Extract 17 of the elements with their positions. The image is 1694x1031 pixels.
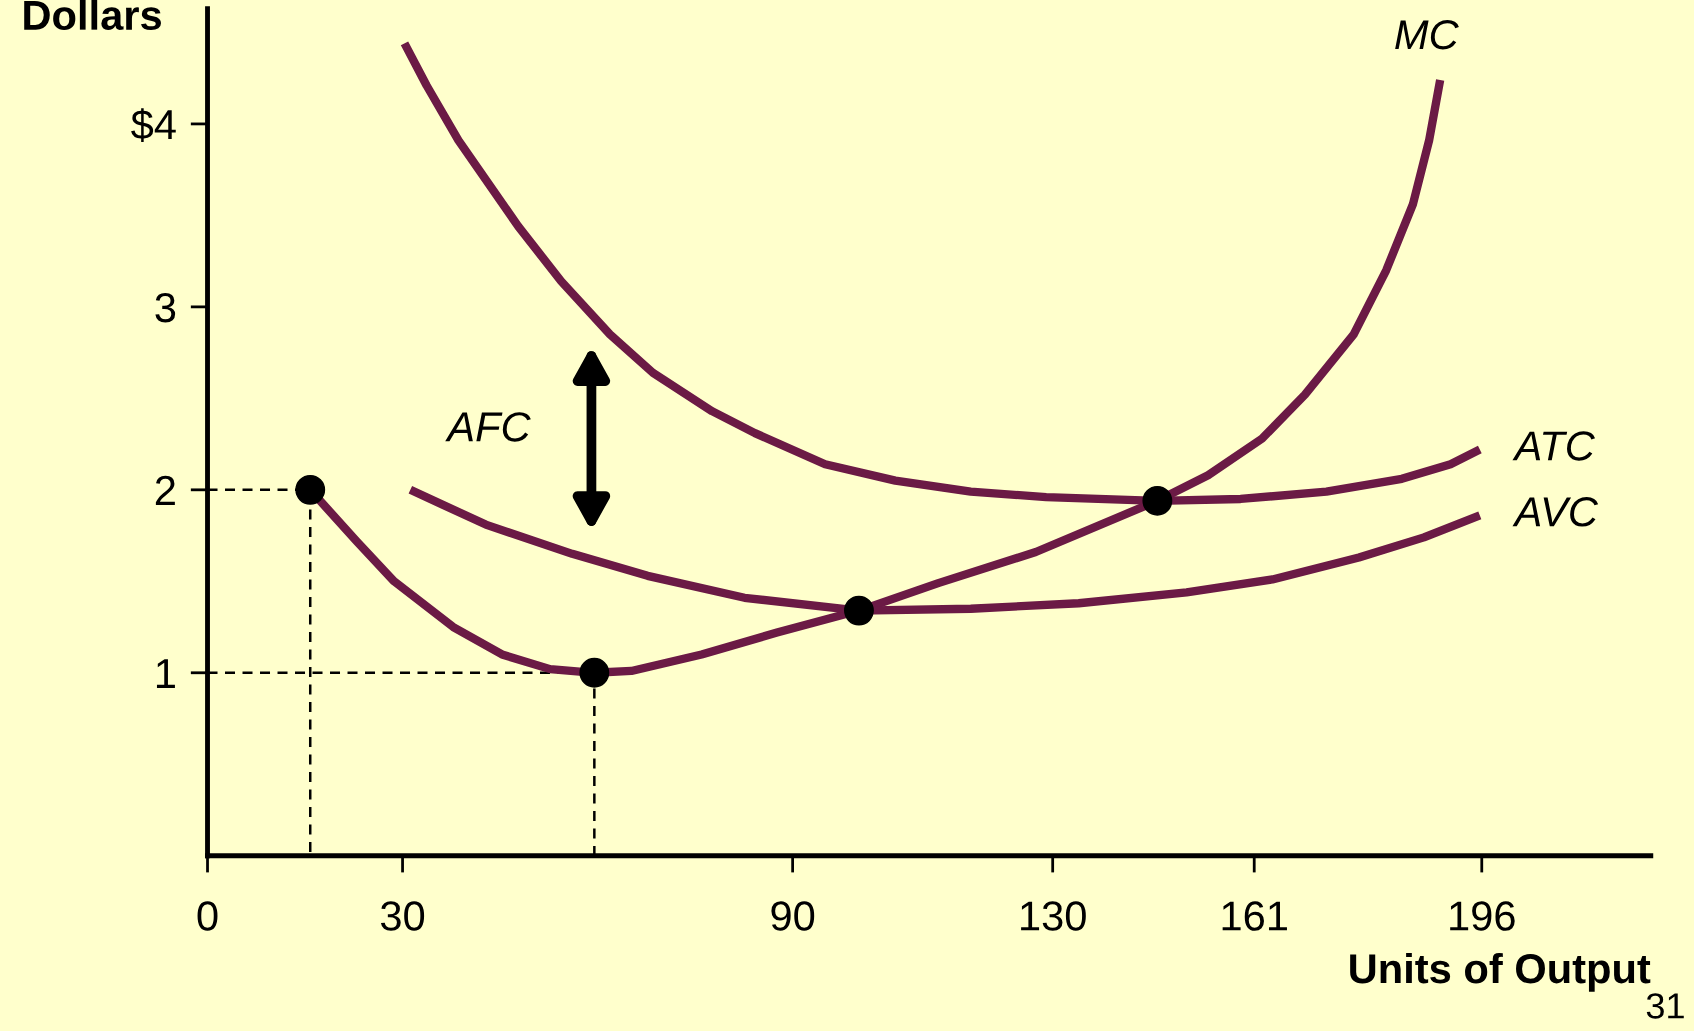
series-label: AVC [1512, 497, 1599, 527]
y-axis-title: Dollars [24, 0, 161, 31]
x-tick-label: 161 [1222, 901, 1287, 931]
x-tick-label: 30 [380, 901, 425, 931]
series-label: MC [1395, 20, 1459, 50]
x-tick-label: 196 [1450, 901, 1515, 931]
y-tick-label: 2 [155, 475, 175, 505]
x-tick-label: 130 [1021, 901, 1086, 931]
text: 31 [1646, 993, 1684, 1019]
y-tick-label: 1 [156, 659, 175, 688]
x-tick-label: 0 [197, 901, 218, 931]
y-tick-label: $4 [131, 108, 176, 142]
y-tick-label: 3 [155, 292, 176, 323]
annotation: AFC [445, 412, 531, 442]
series-label: ATC [1512, 431, 1596, 461]
x-axis-title: Units of Output [1350, 952, 1651, 992]
x-tick-label: 90 [771, 901, 815, 931]
